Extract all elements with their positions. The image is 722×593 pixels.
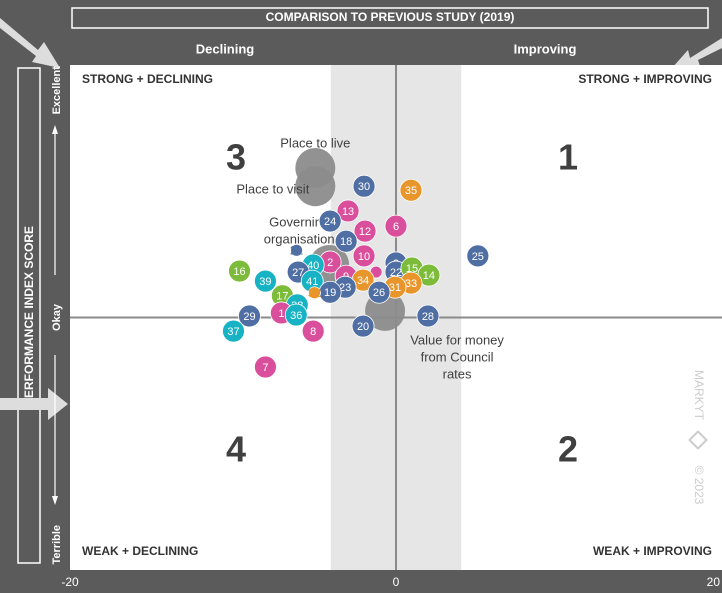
bubble-label: 40 (307, 260, 319, 272)
bubble (466, 244, 490, 268)
bubble (351, 314, 375, 338)
bubble-label: 27 (292, 267, 304, 279)
bubble-label: 4 (373, 265, 380, 279)
bubble (254, 355, 277, 379)
arrow-head (52, 496, 58, 505)
quadrant-number: 4 (226, 429, 246, 470)
bubble-label: 8 (310, 326, 316, 338)
bubble-label: 19 (324, 287, 336, 299)
bubble (238, 304, 261, 328)
x-tick-label: 20 (707, 575, 721, 589)
bubble-label: 34 (357, 275, 369, 287)
bubble-caption: organisation (264, 231, 335, 246)
bubble-label: 35 (405, 185, 417, 197)
bubble-label: 7 (262, 362, 268, 374)
quadrant-label: STRONG + DECLINING (82, 72, 213, 86)
bubble (353, 219, 377, 243)
quadrant-number: 3 (226, 137, 246, 178)
quadrant-label: WEAK + DECLINING (82, 544, 198, 558)
bubble (308, 286, 321, 300)
quadrant-number: 2 (558, 429, 578, 470)
bubble (336, 199, 360, 223)
bubble (318, 209, 342, 233)
bubble (399, 178, 423, 202)
bubble (284, 303, 308, 327)
bubble-label: 39 (259, 276, 271, 288)
x-tick-label: -20 (61, 575, 79, 589)
bubble (352, 174, 376, 198)
bubble-caption: Governing (269, 214, 329, 229)
arrow (672, 38, 722, 68)
bubble-label: 17 (276, 291, 288, 303)
x-tick-label: 0 (393, 575, 400, 589)
title-box (71, 7, 709, 29)
bubble-label: 36 (290, 310, 302, 322)
bubble-label: 1 (278, 308, 284, 320)
y-axis-label: PERFORMANCE INDEX SCORE (22, 226, 36, 406)
bubble-label: 18 (340, 236, 352, 248)
y-tick-label: Excellent (51, 66, 63, 115)
watermark: MARKYT (692, 370, 706, 421)
watermark-logo (688, 430, 708, 450)
bubble-label: 37 (227, 326, 239, 338)
arrow-head (52, 125, 58, 134)
bubble-label: 6 (393, 221, 399, 233)
bubble (352, 244, 376, 268)
bubble (367, 280, 391, 304)
bubble-caption: Place to visit (236, 182, 309, 197)
bubble-label: 13 (342, 206, 354, 218)
bubble-label: 12 (359, 226, 371, 238)
bubble-label: 25 (472, 251, 484, 263)
ylabel-box (17, 67, 41, 564)
bubble-label: 29 (243, 311, 255, 323)
bubble-label: 31 (389, 282, 401, 294)
bubble-label: 14 (423, 270, 435, 282)
bubble-label: 41 (306, 276, 318, 288)
bubble-label: 10 (358, 251, 370, 263)
bubble-label: 2 (327, 257, 333, 269)
overall-bubble (295, 166, 336, 207)
bubble-label: 20 (357, 321, 369, 333)
bubble-label: 24 (324, 216, 336, 228)
bubble-caption: rates (443, 366, 472, 381)
bubble-label: 33 (405, 278, 417, 290)
bubble-label: 26 (373, 287, 385, 299)
bubble (416, 304, 440, 328)
bubble (301, 319, 325, 343)
bubble-label: 30 (358, 181, 370, 193)
bubble-label: 22 (390, 267, 402, 279)
quadrant-label: WEAK + IMPROVING (593, 544, 712, 558)
quadrant-number: 1 (558, 137, 578, 178)
quadrant-label: STRONG + IMPROVING (578, 72, 712, 86)
bubble (222, 319, 245, 343)
x-header: Declining (196, 41, 255, 56)
bubble (334, 229, 358, 253)
arrow (0, 18, 60, 68)
bubble-caption: Value for money (410, 332, 504, 347)
bubble (254, 269, 277, 293)
bubble-label: 16 (233, 266, 245, 278)
bubble-label: 28 (422, 311, 434, 323)
bubble-label: 32 (308, 286, 322, 300)
chart-title: COMPARISON TO PREVIOUS STUDY (2019) (266, 10, 515, 24)
watermark: © 2023 (692, 466, 706, 505)
bubble (228, 259, 251, 283)
y-tick-label: Okay (51, 303, 63, 331)
bubble-label: 21 (290, 244, 304, 258)
bubble (290, 243, 303, 257)
x-header: Improving (514, 41, 577, 56)
bubble-label: 23 (339, 282, 351, 294)
arrow (0, 388, 68, 420)
bubble-caption: from Council (421, 349, 494, 364)
bubble (384, 214, 408, 238)
y-tick-label: Terrible (51, 525, 63, 565)
bubble-caption: Place to live (280, 135, 350, 150)
bubble-label: 15 (406, 263, 418, 275)
